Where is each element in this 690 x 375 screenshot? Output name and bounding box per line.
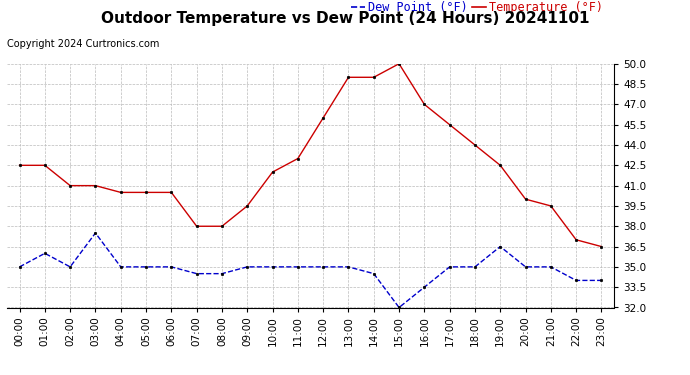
Text: Outdoor Temperature vs Dew Point (24 Hours) 20241101: Outdoor Temperature vs Dew Point (24 Hou… [101,11,589,26]
Text: Copyright 2024 Curtronics.com: Copyright 2024 Curtronics.com [7,39,159,50]
Legend: Dew Point (°F), Temperature (°F): Dew Point (°F), Temperature (°F) [346,0,608,19]
